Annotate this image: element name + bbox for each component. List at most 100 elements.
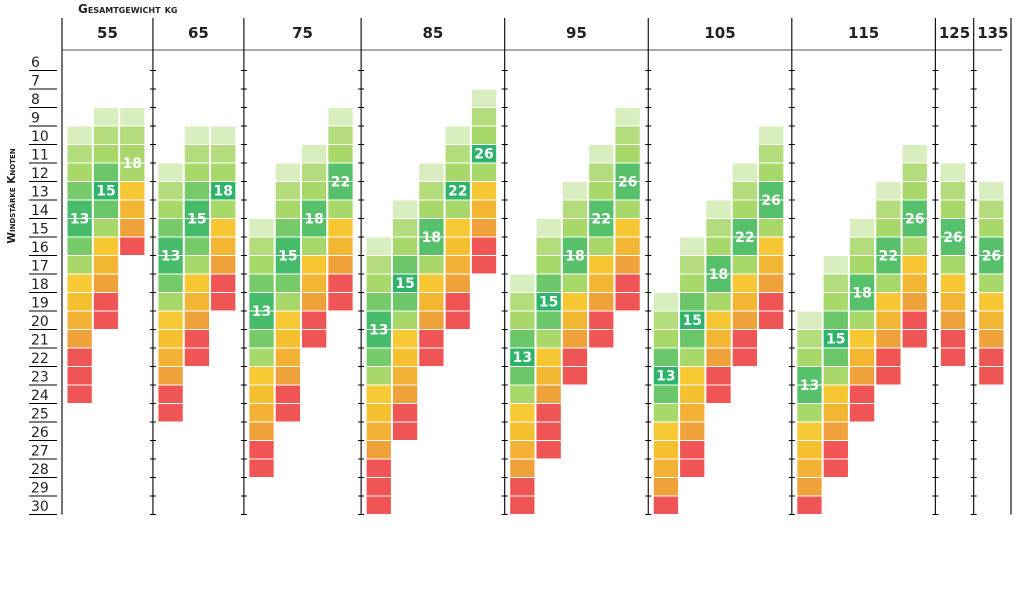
bar-cell (652, 292, 680, 312)
bar-cell (705, 384, 732, 404)
bar-cell (183, 162, 211, 182)
bar-cell (535, 421, 562, 441)
bar-cell (758, 255, 785, 275)
bar-cell (66, 181, 93, 201)
bar-cell (875, 310, 902, 330)
bar-cell (614, 273, 641, 293)
bar-cell (875, 292, 902, 312)
bar-cell (365, 421, 392, 441)
bar-cell (509, 384, 536, 404)
bar-size-label: 22 (879, 248, 898, 264)
bar-cell (652, 329, 680, 349)
bar-size-label: 22 (592, 211, 611, 227)
bar-cell (796, 495, 823, 515)
bar-cell (614, 199, 641, 219)
bar-cell (327, 255, 354, 275)
bar-cell (274, 218, 301, 238)
y-tick-label: 12 (31, 166, 49, 182)
bar-size-label: 26 (905, 211, 924, 227)
bar-cell (588, 162, 615, 182)
bar-size-label: 15 (96, 184, 115, 200)
bar-cell (822, 421, 849, 441)
bar-cell (274, 366, 301, 386)
bar-cell (679, 403, 706, 423)
bar-cell (444, 162, 471, 182)
bar-size-label: 13 (513, 350, 532, 366)
bar-cell (301, 310, 328, 330)
bar-cell (470, 107, 498, 127)
bar-cell (66, 236, 93, 256)
bar-size-label: 22 (331, 174, 350, 190)
bar-cell (705, 329, 732, 349)
bar-cell (157, 310, 184, 330)
bar-cell (210, 199, 237, 219)
bar-cell (901, 273, 928, 293)
bar-cell (509, 440, 536, 460)
bar-cell (822, 292, 849, 312)
bar-cell (535, 384, 562, 404)
bar-size-label: 13 (800, 378, 819, 394)
bar-cell (679, 292, 706, 312)
bar-cell (248, 403, 275, 423)
bar-size-label: 15 (395, 276, 414, 292)
bar-cell (391, 366, 419, 386)
bar-cell (652, 403, 680, 423)
bar-cell (535, 347, 562, 367)
bar-cell (444, 310, 471, 330)
bar-cell (939, 292, 967, 312)
bar-size-label: 15 (826, 332, 845, 348)
bar-cell (535, 403, 562, 423)
bar-cell (679, 440, 706, 460)
bar-cell (66, 384, 93, 404)
bar-cell (848, 218, 876, 238)
bar-cell (509, 273, 536, 293)
y-tick-label: 27 (31, 444, 49, 460)
bar-cell (614, 292, 641, 312)
bar-cell (444, 125, 471, 145)
bar-cell (119, 125, 146, 145)
bar-cell (183, 125, 211, 145)
bar-cell (848, 236, 876, 256)
bar-cell (561, 292, 589, 312)
bar-cell (119, 107, 146, 127)
y-tick-label: 15 (31, 222, 49, 238)
y-tick-label: 20 (31, 314, 49, 330)
bar-cell (301, 273, 328, 293)
bar-cell (731, 273, 758, 293)
bar-cell (365, 236, 392, 256)
bar-cell (92, 292, 120, 312)
bar-cell (535, 440, 562, 460)
weight-header: 115 (848, 24, 879, 42)
bar-cell (119, 218, 146, 238)
bar-cell (822, 384, 849, 404)
bar-cell (875, 273, 902, 293)
bar-cell (901, 292, 928, 312)
bar-cell (535, 218, 562, 238)
bar-cell (183, 310, 211, 330)
y-tick-label: 25 (31, 407, 49, 423)
bar-cell (391, 403, 419, 423)
bar-cell (901, 162, 928, 182)
bar-cell (183, 347, 211, 367)
bar-cell (588, 144, 615, 164)
bar-cell (614, 125, 641, 145)
bar-cell (248, 273, 275, 293)
bar-cell (731, 292, 758, 312)
bar-cell (391, 292, 419, 312)
bar-cell (939, 181, 967, 201)
y-tick-label: 22 (31, 351, 49, 367)
bar-cell (327, 107, 354, 127)
y-tick-label: 9 (31, 111, 40, 127)
y-tick-label: 26 (31, 425, 49, 441)
bar-cell (66, 347, 93, 367)
bar-cell (327, 273, 354, 293)
bar-cell (66, 366, 93, 386)
bar-cell (901, 310, 928, 330)
bar-size-label: 22 (448, 184, 467, 200)
bar-cell (652, 440, 680, 460)
bar-size-label: 13 (369, 322, 388, 338)
bar-cell (588, 310, 615, 330)
bar-cell (92, 236, 120, 256)
bar-cell (796, 347, 823, 367)
bar-cell (848, 366, 876, 386)
